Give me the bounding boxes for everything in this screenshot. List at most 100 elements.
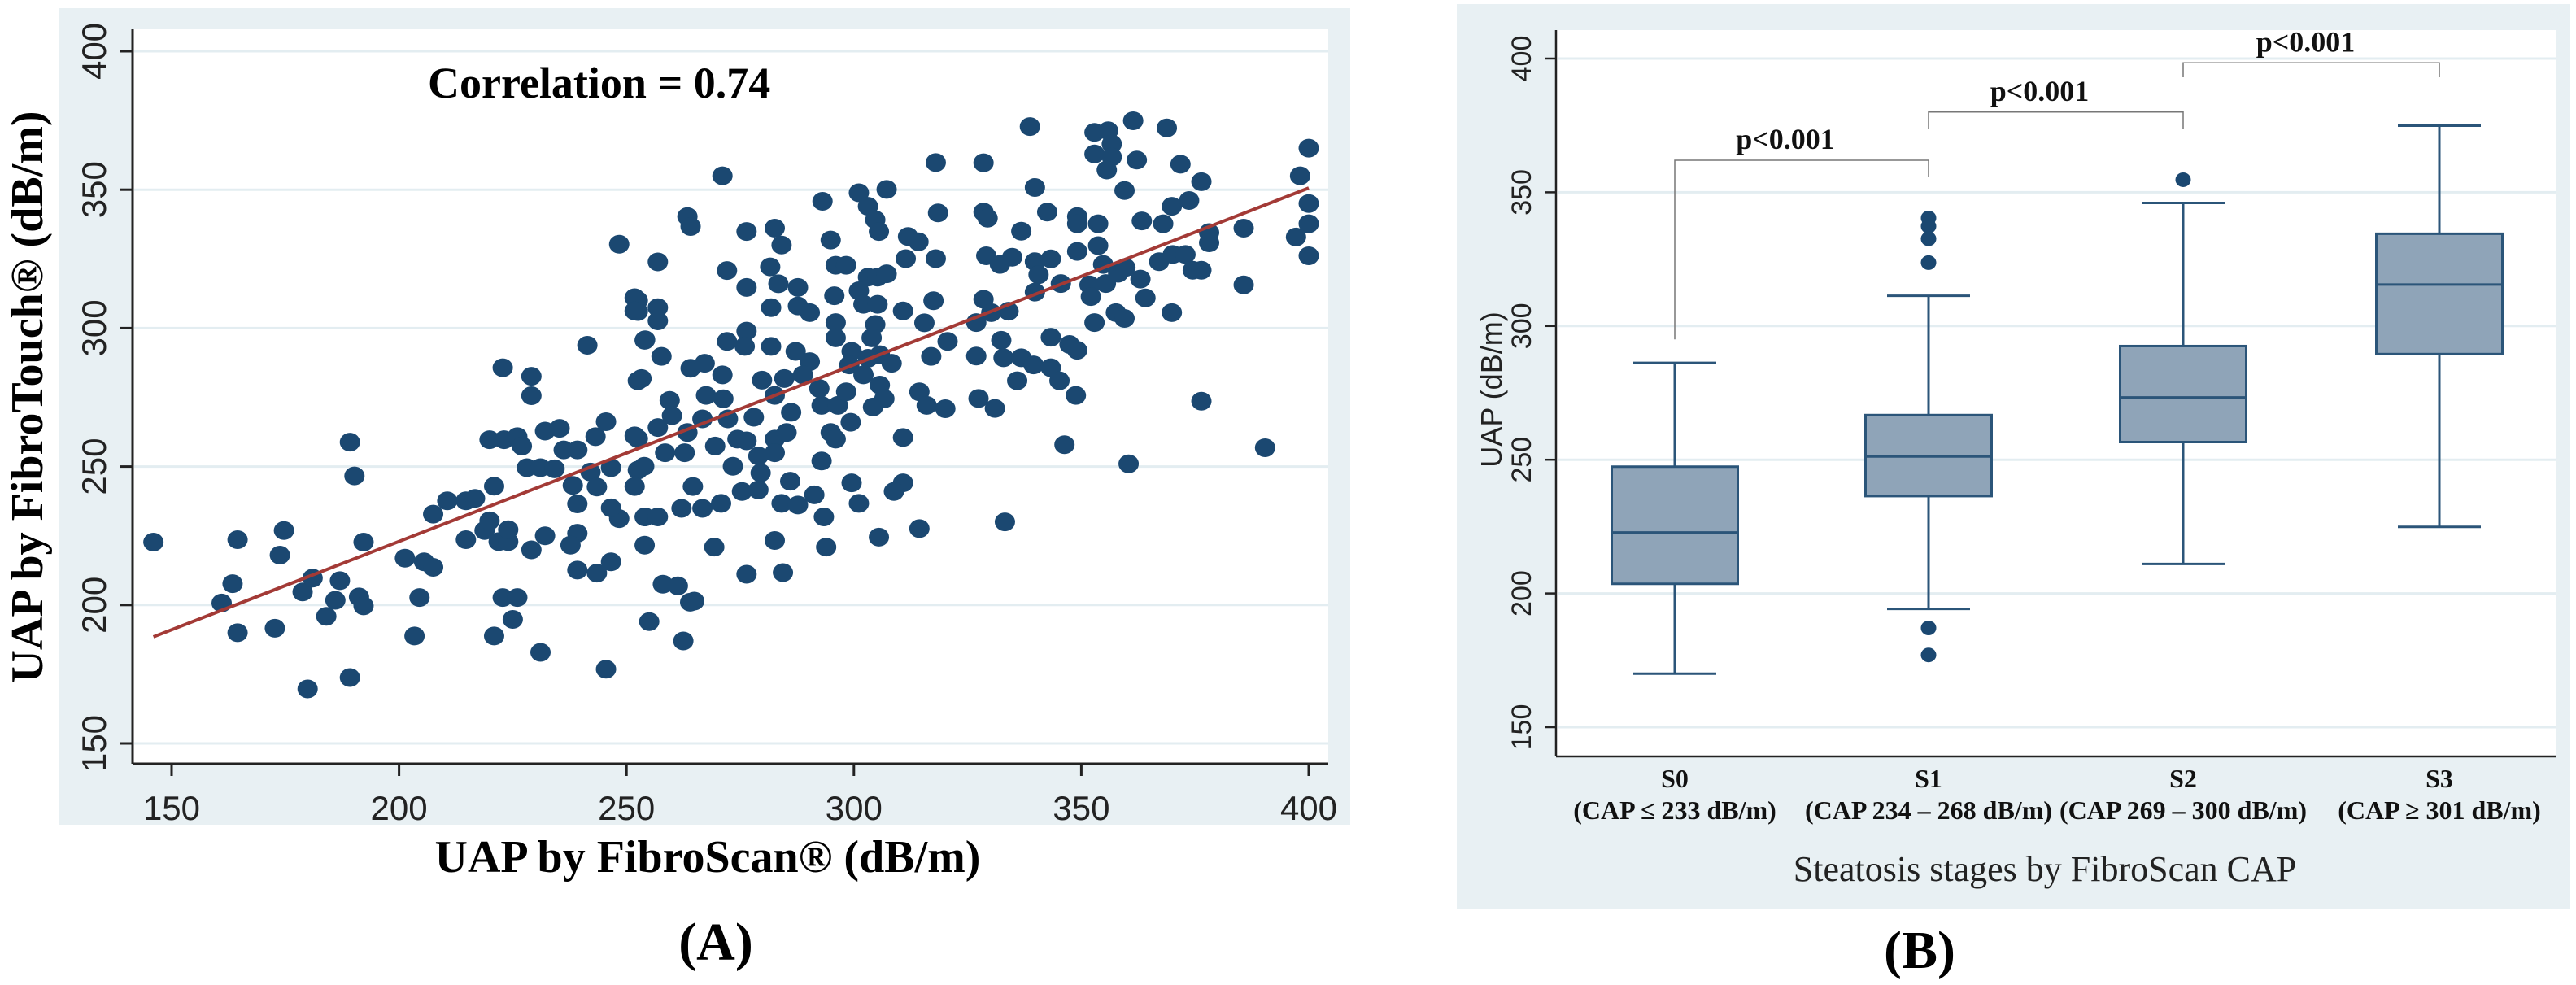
scatter-point xyxy=(861,328,883,347)
scatter-point xyxy=(1285,227,1306,246)
scatter-point xyxy=(1011,221,1032,241)
scatter-point xyxy=(760,257,781,277)
scatter-point xyxy=(825,328,846,347)
scatter-point xyxy=(712,365,733,385)
p-value-label: p<0.001 xyxy=(1736,123,1835,155)
scatter-point xyxy=(764,443,785,463)
outlier-point xyxy=(1920,647,1937,663)
panel-b-label: (B) xyxy=(1884,921,1955,980)
scatter-point xyxy=(567,495,588,514)
scatter-point xyxy=(647,508,669,527)
y-tick-label: 200 xyxy=(1506,570,1537,617)
scatter-point xyxy=(325,591,346,610)
y-tick-label: 150 xyxy=(75,715,113,772)
scatter-point xyxy=(771,494,792,513)
scatter-point xyxy=(1298,246,1319,266)
scatter-point xyxy=(752,370,773,390)
scatter-point xyxy=(736,321,757,341)
y-tick-label: 150 xyxy=(1506,704,1537,751)
scatter-point xyxy=(1101,134,1122,154)
y-tick-label: 300 xyxy=(1506,303,1537,349)
scatter-point xyxy=(655,443,676,463)
box-plots xyxy=(1611,124,2504,675)
panel-a-scatter: 150 200 250 300 350 400 150 200 250 300 350 400 Cor… xyxy=(2,8,1350,972)
scatter-point xyxy=(1162,197,1183,216)
outlier-point xyxy=(1920,231,1937,246)
scatter-point xyxy=(409,588,430,608)
scatter-point xyxy=(816,538,837,557)
scatter-point xyxy=(1054,435,1075,455)
scatter-point xyxy=(1084,144,1105,163)
scatter-point xyxy=(764,530,785,550)
scatter-point xyxy=(479,511,500,530)
scatter-point xyxy=(736,431,757,451)
scatter-point xyxy=(713,389,734,408)
scatter-point xyxy=(1199,233,1220,253)
scatter-point xyxy=(913,313,935,333)
scatter-point xyxy=(804,485,825,504)
scatter-point xyxy=(437,491,458,511)
scatter-point xyxy=(717,261,738,281)
panel-b-ticks: 150 200 250 300 350 400 xyxy=(1506,36,1556,751)
scatter-point xyxy=(634,330,656,350)
scatter-point xyxy=(222,574,243,594)
scatter-point xyxy=(736,277,757,297)
category-range: (CAP 269 – 300 dB/m) xyxy=(2059,795,2307,825)
box-s3 xyxy=(2375,124,2504,529)
scatter-point xyxy=(586,477,608,497)
scatter-point xyxy=(600,498,621,517)
scatter-point xyxy=(1114,308,1135,328)
scatter-point xyxy=(1066,386,1087,405)
scatter-point xyxy=(813,508,835,527)
significance-bracket xyxy=(2182,62,2440,78)
scatter-point xyxy=(562,476,583,495)
p-value-label: p<0.001 xyxy=(1990,75,2090,107)
scatter-point xyxy=(1191,260,1212,280)
scatter-point xyxy=(736,222,757,242)
scatter-point xyxy=(595,412,617,431)
scatter-point xyxy=(811,451,832,471)
scatter-point xyxy=(776,423,797,442)
scatter-point xyxy=(935,399,956,418)
scatter-point xyxy=(881,354,902,373)
scatter-point xyxy=(695,386,717,405)
scatter-point xyxy=(502,610,523,630)
scatter-point xyxy=(1114,181,1135,200)
scatter-point xyxy=(353,596,374,616)
scatter-point xyxy=(273,521,294,540)
scatter-point xyxy=(1087,236,1109,255)
scatter-point xyxy=(1001,247,1022,267)
scatter-point xyxy=(600,552,621,572)
scatter-point xyxy=(1066,214,1087,233)
panel-b-plot-area xyxy=(1556,30,2556,756)
scatter-point xyxy=(394,548,416,568)
scatter-point xyxy=(1023,355,1044,375)
scatter-point xyxy=(652,574,673,594)
scatter-point xyxy=(1153,214,1174,233)
scatter-point xyxy=(869,527,890,547)
category-labels: S0(CAP ≤ 233 dB/m) S1(CAP 234 – 268 dB/m)… xyxy=(1573,764,2541,825)
scatter-point xyxy=(722,456,743,476)
scatter-point xyxy=(1157,118,1178,137)
scatter-point xyxy=(927,203,948,223)
scatter-point xyxy=(567,560,588,580)
scatter-point xyxy=(764,219,785,238)
panel-b-y-axis-title: UAP (dB/m) xyxy=(1475,312,1508,467)
scatter-point xyxy=(673,631,694,651)
scatter-point xyxy=(811,395,832,415)
scatter-point xyxy=(624,426,645,446)
scatter-point xyxy=(521,386,542,405)
scatter-point xyxy=(1127,150,1148,170)
scatter-point xyxy=(973,153,994,172)
scatter-point xyxy=(639,612,660,631)
scatter-point xyxy=(825,313,846,333)
scatter-point xyxy=(1019,117,1040,137)
scatter-point xyxy=(694,354,715,373)
scatter-point xyxy=(586,564,608,583)
box-s1 xyxy=(1864,210,1993,663)
outlier-point xyxy=(2175,172,2191,187)
scatter-point xyxy=(824,286,845,306)
scatter-point xyxy=(768,274,789,294)
scatter-point xyxy=(464,489,486,508)
scatter-point xyxy=(339,433,360,452)
